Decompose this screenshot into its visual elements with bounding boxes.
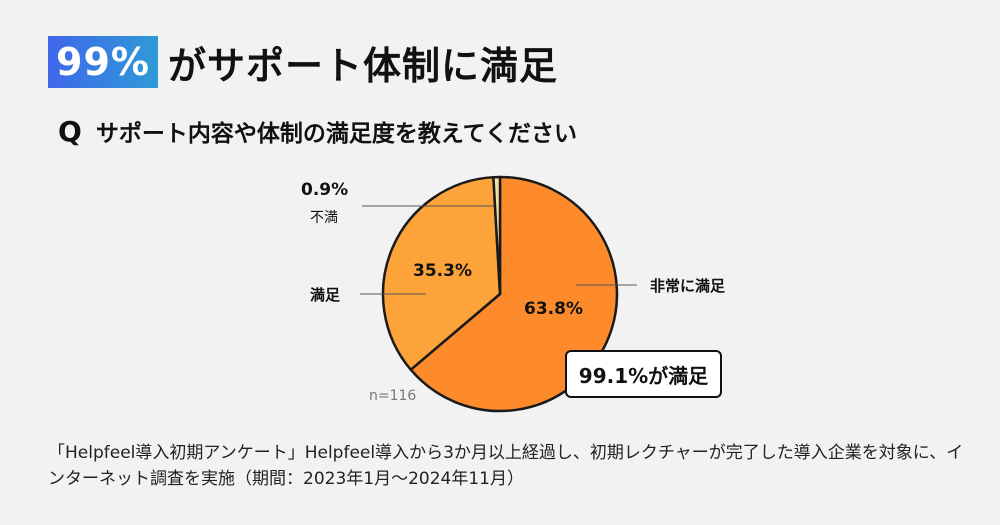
pct-label-fuman: 0.9%	[301, 180, 349, 200]
cat-label-hijouni: 非常に満足	[650, 277, 726, 295]
satisfaction-callout: 99.1%が満足	[565, 350, 722, 398]
headline-text: がサポート体制に満足	[167, 43, 558, 88]
cat-label-fuman: 不満	[310, 210, 338, 226]
pct-label-manzoku: 35.3%	[413, 261, 472, 281]
headline: 99% がサポート体制に満足	[48, 36, 558, 88]
pie-slice-fuman	[492, 175, 502, 296]
sample-size: n=116	[369, 388, 417, 404]
pie-slice-manzoku	[381, 175, 502, 371]
headline-badge: 99%	[48, 36, 158, 88]
question: Q サポート内容や体制の満足度を教えてください	[58, 114, 577, 148]
pct-label-hijouni: 63.8%	[524, 299, 583, 319]
question-mark: Q	[58, 114, 82, 148]
cat-label-manzoku: 満足	[310, 286, 341, 304]
footnote: 「Helpfeel導入初期アンケート」Helpfeel導入から3か月以上経過し、…	[48, 443, 964, 489]
question-text: サポート内容や体制の満足度を教えてください	[95, 121, 577, 147]
